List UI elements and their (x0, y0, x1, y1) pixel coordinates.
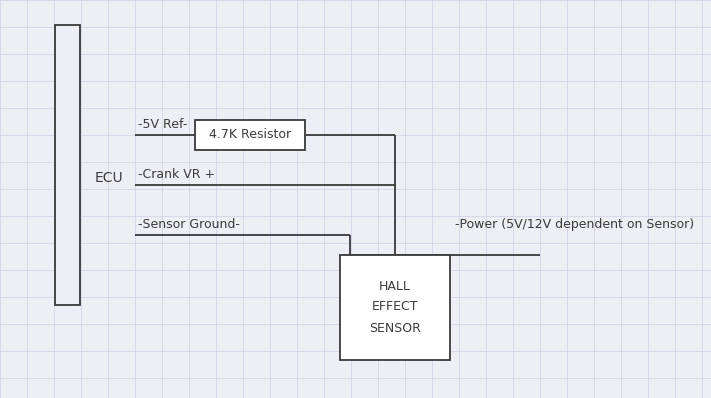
Text: 4.7K Resistor: 4.7K Resistor (209, 129, 291, 142)
Text: HALL
EFFECT
SENSOR: HALL EFFECT SENSOR (369, 279, 421, 334)
Text: -Crank VR +: -Crank VR + (138, 168, 215, 181)
Text: -Power (5V/12V dependent on Sensor): -Power (5V/12V dependent on Sensor) (455, 218, 694, 231)
Text: -Sensor Ground-: -Sensor Ground- (138, 218, 240, 231)
Bar (55, 25, 80, 305)
Text: -5V Ref-: -5V Ref- (138, 118, 188, 131)
Bar (195, 120, 305, 150)
Text: ECU: ECU (95, 171, 124, 185)
Bar (340, 255, 450, 360)
